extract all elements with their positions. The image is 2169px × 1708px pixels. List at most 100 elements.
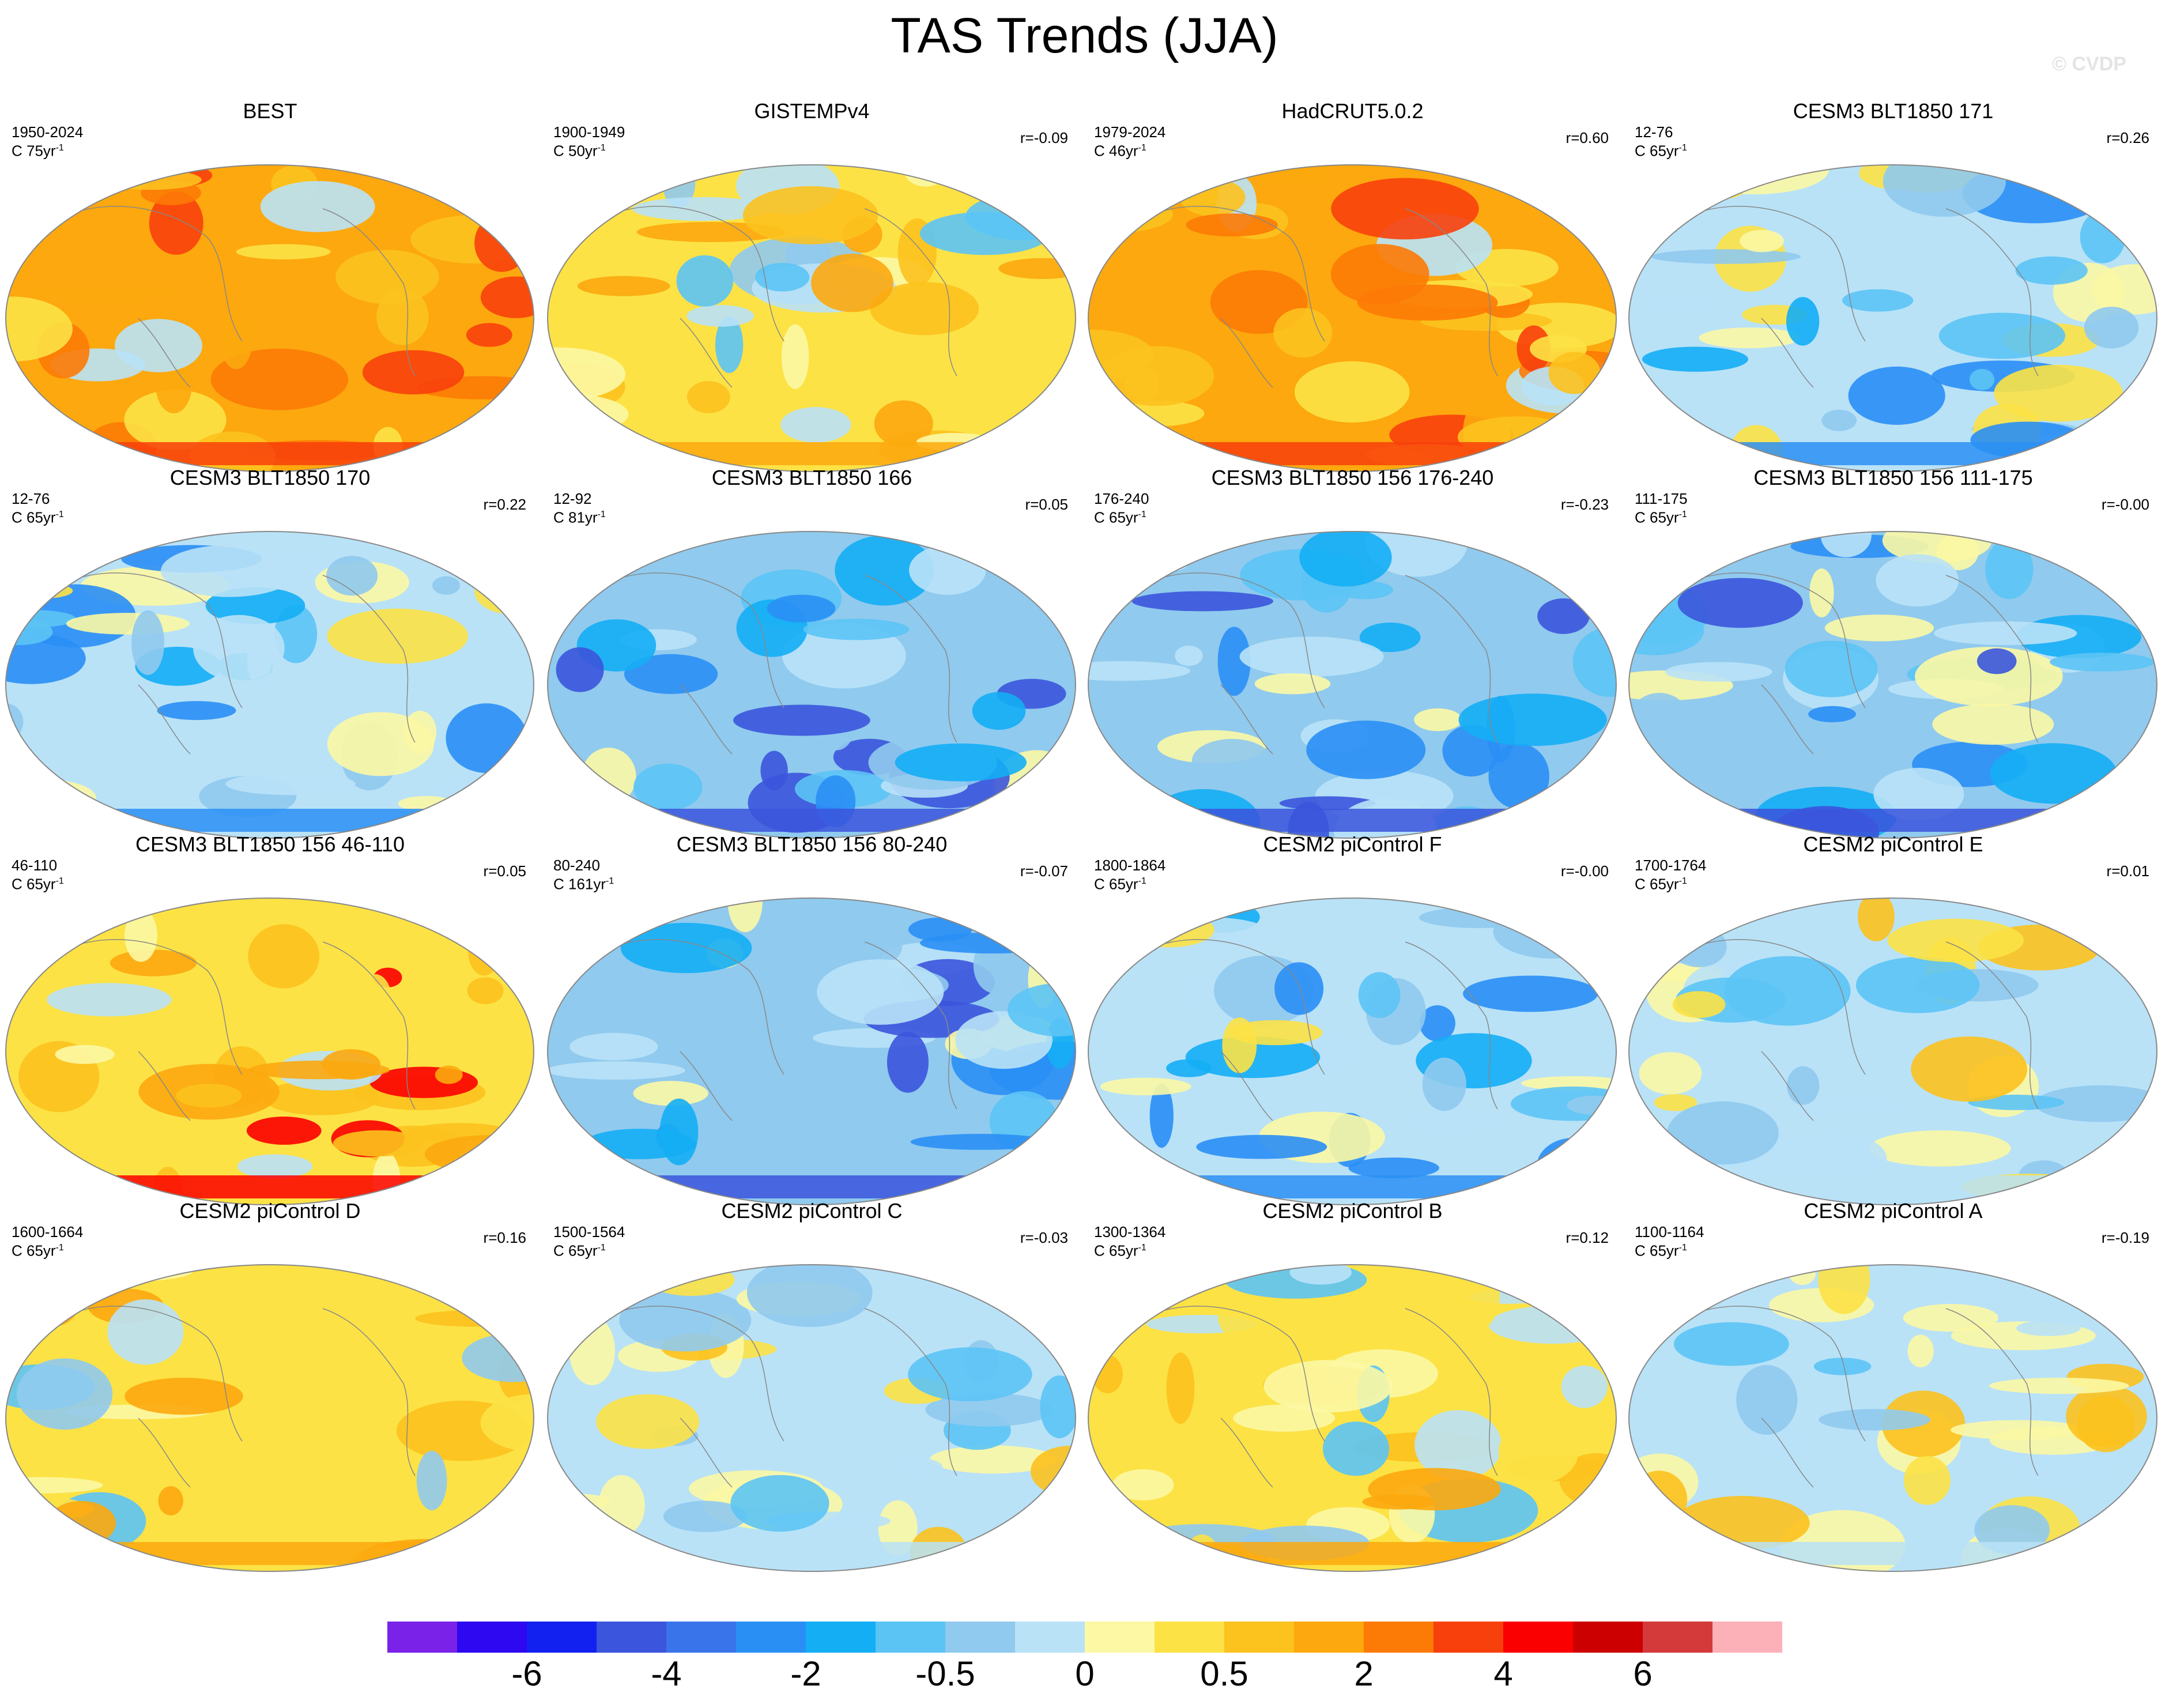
trend-anomaly	[659, 1098, 699, 1166]
trend-anomaly	[1821, 409, 1857, 431]
map-panel: BEST 1950-2024 C 75yr-1	[0, 99, 540, 472]
trend-anomaly	[2106, 437, 2130, 469]
trend-anomaly	[811, 254, 893, 312]
trend-units-exponent: -1	[55, 876, 64, 886]
map-outline	[1088, 531, 1617, 839]
trend-anomaly	[1876, 554, 1959, 607]
trend-units-exponent: -1	[55, 1243, 64, 1253]
trend-anomaly	[16, 1358, 113, 1430]
colorbar-box	[1364, 1622, 1434, 1653]
trend-anomaly	[327, 608, 469, 664]
panel-period: 1979-2024	[1094, 123, 1166, 141]
map-panel: CESM3 BLT1850 171 12-76 C 65yr-1 r=0.26	[1623, 99, 2163, 472]
map-projection	[1628, 531, 2157, 839]
trend-anomaly	[162, 1140, 229, 1158]
trend-anomaly	[2110, 1525, 2144, 1564]
trend-anomaly	[11, 165, 101, 191]
trend-anomaly	[157, 701, 236, 721]
trend-units-text: C 65yr	[1094, 508, 1138, 526]
trend-anomaly	[225, 772, 356, 795]
trend-units-text: C 75yr	[12, 142, 56, 160]
map-projection	[1088, 164, 1617, 472]
trend-anomaly	[2080, 210, 2126, 263]
panel-title: CESM3 BLT1850 170	[169, 466, 371, 489]
trend-anomaly	[435, 1065, 463, 1084]
panel-title: BEST	[243, 99, 297, 123]
trend-anomaly	[176, 1084, 242, 1108]
trend-anomaly	[1123, 912, 1214, 948]
trend-anomaly	[1985, 539, 2034, 600]
trend-anomaly	[781, 324, 809, 389]
colorbar-box	[1573, 1622, 1643, 1653]
trend-anomaly	[1932, 703, 2054, 745]
trend-anomaly	[1422, 1057, 1466, 1111]
trend-anomaly	[359, 974, 393, 1032]
trend-anomaly	[596, 1394, 700, 1449]
trend-anomaly	[1182, 974, 1212, 1011]
trend-anomaly	[1969, 368, 1995, 390]
trend-anomaly	[1786, 297, 1820, 346]
panel-trend-units: C 65yr-1	[1635, 506, 1687, 526]
coastline	[1692, 206, 2039, 388]
trend-anomaly	[1740, 229, 1784, 252]
colorbar-box	[387, 1622, 457, 1653]
trend-anomaly	[1218, 1292, 1285, 1343]
trend-anomaly	[1458, 693, 1607, 746]
trend-anomaly	[817, 959, 944, 1025]
trend-anomaly	[388, 898, 451, 933]
map-panel: HadCRUT5.0.2 1979-2024 C 46yr-1 r=0.60	[1082, 99, 1623, 472]
panel-trend-units: C 50yr-1	[553, 139, 606, 160]
trend-anomaly	[376, 288, 429, 345]
trend-anomaly	[6, 1515, 61, 1571]
panel-trend-units: C 161yr-1	[553, 873, 614, 893]
trend-anomaly	[1629, 692, 1693, 760]
panel-correlation: r=0.12	[1566, 1229, 1609, 1246]
panel-correlation: r=0.22	[483, 496, 526, 513]
coastline	[1151, 206, 1498, 388]
panel-correlation: r=0.26	[2106, 129, 2149, 146]
map-panel: CESM2 piControl D 1600-1664 C 65yr-1 r=0.16	[0, 1199, 540, 1572]
panel-period: 1900-1949	[553, 123, 625, 141]
trend-anomaly	[220, 307, 253, 369]
trend-anomaly	[246, 1117, 322, 1145]
trend-anomaly	[131, 610, 164, 675]
trend-anomaly	[424, 1135, 534, 1174]
panel-trend-units: C 81yr-1	[553, 506, 606, 526]
map-projection	[547, 164, 1076, 472]
trend-anomaly	[548, 1061, 685, 1080]
map-projection	[5, 531, 534, 839]
trend-units-exponent: -1	[597, 510, 606, 519]
panel-period: 1700-1764	[1635, 857, 1707, 874]
trend-anomaly	[474, 214, 529, 272]
trend-units-exponent: -1	[1678, 1243, 1687, 1253]
panel-period: 111-175	[1635, 490, 1688, 507]
trend-anomaly	[2102, 772, 2157, 790]
trend-anomaly	[1419, 1005, 1455, 1042]
trend-units-text: C 161yr	[553, 875, 606, 893]
trend-units-text: C 65yr	[1635, 508, 1679, 526]
trend-anomaly	[782, 623, 906, 689]
trend-anomaly	[2132, 898, 2157, 917]
panel-correlation: r=-0.09	[1020, 129, 1068, 146]
trend-anomaly	[1903, 1456, 1951, 1505]
trend-units-text: C 65yr	[1635, 1242, 1679, 1260]
trend-anomaly	[1222, 1017, 1257, 1073]
trend-anomaly	[1858, 898, 1895, 941]
trend-anomaly	[1306, 721, 1426, 779]
trend-anomaly	[1149, 1083, 1174, 1148]
trend-anomaly	[2035, 1085, 2157, 1122]
trend-anomaly	[1631, 1471, 1688, 1529]
colorbar-label: -4	[651, 1654, 682, 1693]
trend-anomaly	[2077, 1396, 2136, 1453]
map-panel: CESM2 piControl F 1800-1864 C 65yr-1 r=-0.0…	[1082, 832, 1623, 1205]
trend-anomaly	[1820, 531, 1872, 557]
trend-anomaly	[874, 400, 933, 447]
map-outline	[547, 898, 1076, 1205]
trend-anomaly	[1887, 918, 2024, 963]
trend-anomaly	[2102, 898, 2157, 960]
trend-anomaly	[25, 1273, 81, 1327]
trend-anomaly	[248, 924, 320, 989]
map-outline	[1628, 1264, 2157, 1572]
trend-anomaly	[1112, 1469, 1174, 1500]
trend-anomaly	[1414, 708, 1462, 732]
